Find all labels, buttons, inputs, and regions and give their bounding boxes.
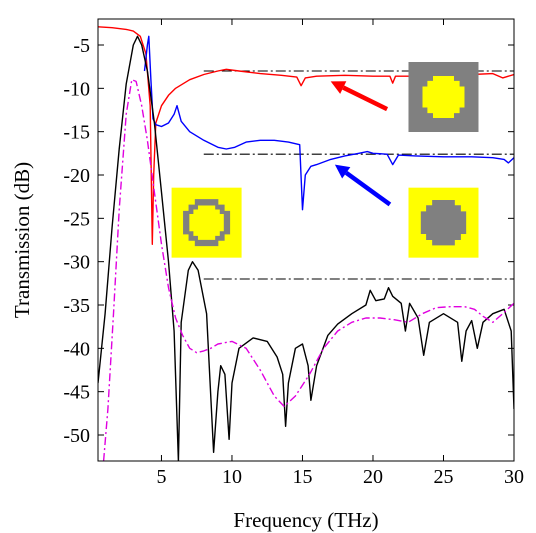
series-line-2 [143,35,514,211]
y-tick-label: -15 [63,122,90,144]
inset-top-right [408,62,479,132]
annotation-arrow-2 [344,170,392,207]
y-tick-label: -25 [63,208,90,230]
y-tick-label: -50 [63,425,90,447]
inset-shape [420,199,467,246]
y-tick-label: -35 [63,295,90,317]
x-axis-label: Frequency (THz) [233,508,378,532]
inset-layer [171,62,479,258]
x-tick-label: 10 [222,466,242,488]
annotation-arrow-head-2 [334,164,351,179]
y-tick-label: -20 [63,165,90,187]
y-tick-label: -40 [63,338,90,360]
series-line-1 [98,26,514,245]
inset-middle-right [408,187,479,258]
y-axis-label: Transmission (dB) [10,162,34,318]
plot-frame [97,18,515,462]
annotation-arrow-1 [342,85,389,112]
x-tick-label: 30 [504,466,524,488]
ticks-layer: 5 10 15 20 25 30 -5 -10 -15 -20 -25 -30 -35 -40 -45 -50 [63,19,524,488]
annotation-arrow-head-1 [330,81,347,94]
x-tick-label: 20 [363,466,383,488]
series-line-4 [102,79,514,461]
inset-shape [189,205,224,240]
y-tick-label: -45 [63,382,90,404]
series-line-3 [98,35,514,461]
x-tick-label: 25 [433,466,453,488]
x-tick-label: 15 [292,466,312,488]
x-tick-label: 5 [156,466,166,488]
inset-middle-left [171,187,242,258]
y-tick-label: -5 [73,35,90,57]
y-tick-label: -30 [63,252,90,274]
y-tick-label: -10 [63,78,90,100]
inset-shape [422,76,465,118]
